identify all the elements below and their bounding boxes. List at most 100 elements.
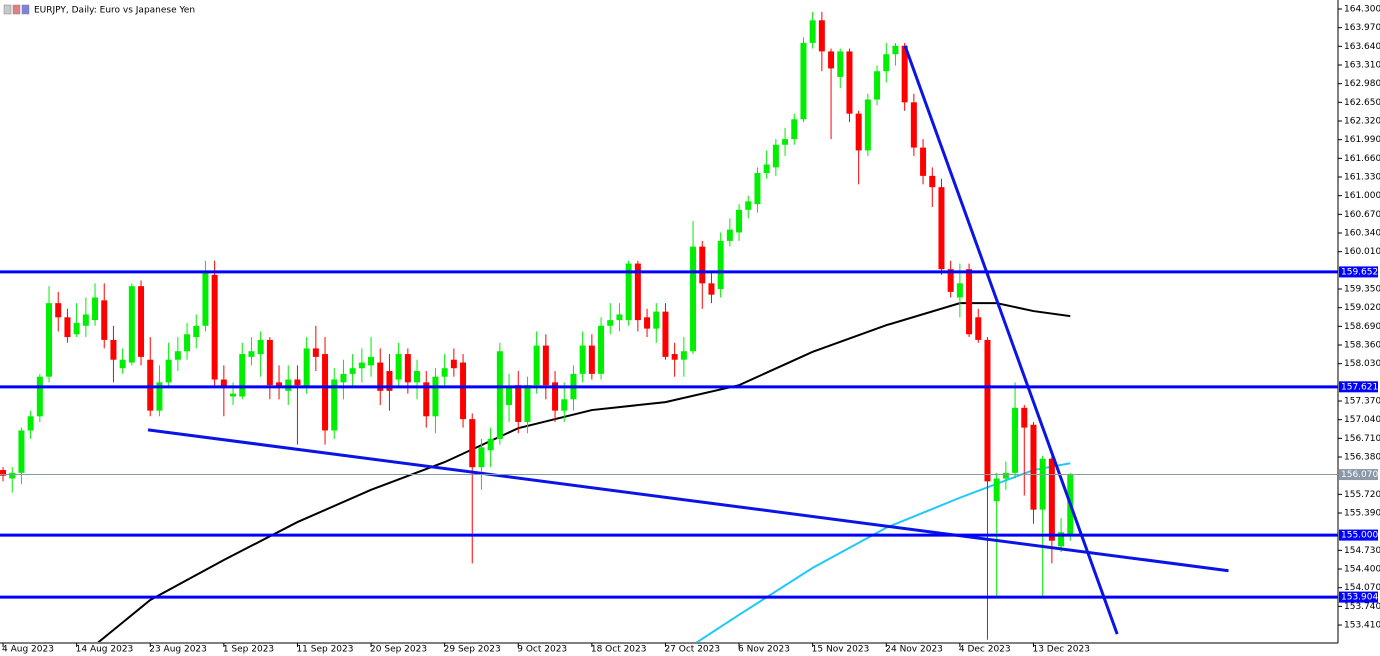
level-label-box [1339,381,1378,393]
y-tick-label: 162.980 [1344,79,1380,89]
y-tick-label: 157.370 [1344,397,1380,407]
y-tick-label: 158.360 [1344,341,1380,351]
candle-body [460,362,467,420]
candle-body [506,388,513,405]
candle-body [690,246,697,352]
candle-body [1021,407,1028,428]
candle-body [46,303,53,377]
candle-body [782,139,789,145]
candle-body [230,393,237,397]
y-tick-label: 157.040 [1344,415,1380,425]
level-label: 157.621 [1341,382,1378,392]
candle-body [0,470,7,476]
candle-body [984,339,991,482]
level-label-box [1339,591,1378,603]
x-tick-label: 18 Oct 2023 [591,645,647,655]
candle-body [920,147,927,176]
candle-body [837,51,844,77]
candle-body [441,368,448,377]
candle-body [64,317,71,338]
candle-body [276,382,283,389]
candle-body [239,354,246,397]
candle-body [331,379,338,431]
candle-body [487,438,494,451]
candle-body [128,286,135,363]
y-tick-label: 160.010 [1344,247,1380,257]
x-tick-label: 9 Oct 2023 [517,645,567,655]
y-tick-label: 154.070 [1344,583,1380,593]
candle-body [763,164,770,174]
candle-body [496,351,503,439]
candle-body [119,359,126,369]
candle-body [1012,407,1019,473]
candle-body [147,359,154,411]
y-tick-label: 159.350 [1344,285,1380,295]
y-tick-label: 163.970 [1344,23,1380,33]
candle-body [404,354,411,383]
y-tick-label: 164.300 [1344,4,1380,14]
x-tick-label: 29 Sep 2023 [444,645,501,655]
level-label: 156.070 [1341,470,1378,480]
candle-body [975,317,982,340]
candle-body [55,303,62,318]
candle-body [469,419,476,468]
y-tick-label: 162.320 [1344,117,1380,127]
candle-body [680,351,687,360]
y-tick-label: 158.030 [1344,359,1380,369]
candle-body [294,379,301,386]
candle-body [303,348,310,389]
y-tick-label: 154.400 [1344,565,1380,575]
candle-body [846,51,853,114]
candle-body [515,385,522,422]
candle-body [101,300,108,340]
y-tick-label: 161.000 [1344,191,1380,201]
trendline [147,428,1229,573]
candle-body [110,339,117,360]
y-tick-label: 155.720 [1344,490,1380,500]
candle-body [579,345,586,374]
candle-body [386,371,393,391]
symbol-icon [3,4,30,15]
candle-body [929,175,936,188]
candle-body [184,334,191,352]
candle-body [947,269,954,292]
candle-body [828,51,835,69]
candle-body [883,54,890,72]
candle-body [1002,472,1009,479]
level-label-box [1339,266,1378,278]
candle-body [202,272,209,326]
plot [0,11,1074,642]
candle-body [855,113,862,151]
candle-body [257,339,264,355]
candle-body [73,322,80,335]
candle-body [266,339,273,386]
candle-body [745,201,752,210]
candle-body [726,229,733,241]
candle-body [248,351,255,357]
candle-body [1039,458,1046,510]
candle-body [699,246,706,284]
x-tick-label: 4 Aug 2023 [2,645,54,655]
y-tick-label: 163.640 [1344,42,1380,52]
candle-body [607,320,614,326]
x-tick-label: 15 Nov 2023 [812,645,870,655]
candle-body [754,173,761,205]
level-label: 155.000 [1341,531,1378,541]
candle-body [717,240,724,290]
candle-body [598,325,605,374]
candle-body [312,348,319,357]
candle-body [634,263,641,321]
candle-body [874,71,881,100]
candle-body [542,345,549,386]
y-tick-label: 161.660 [1344,154,1380,164]
candle-body [662,311,669,357]
candle-body [938,187,945,270]
y-tick-label: 155.390 [1344,509,1380,519]
x-tick-label: 4 Dec 2023 [959,645,1011,655]
candle-body [552,382,559,411]
candle-body [736,209,743,233]
candle-body [956,283,963,298]
candle-body [864,99,871,151]
level-label-box [1339,529,1378,541]
